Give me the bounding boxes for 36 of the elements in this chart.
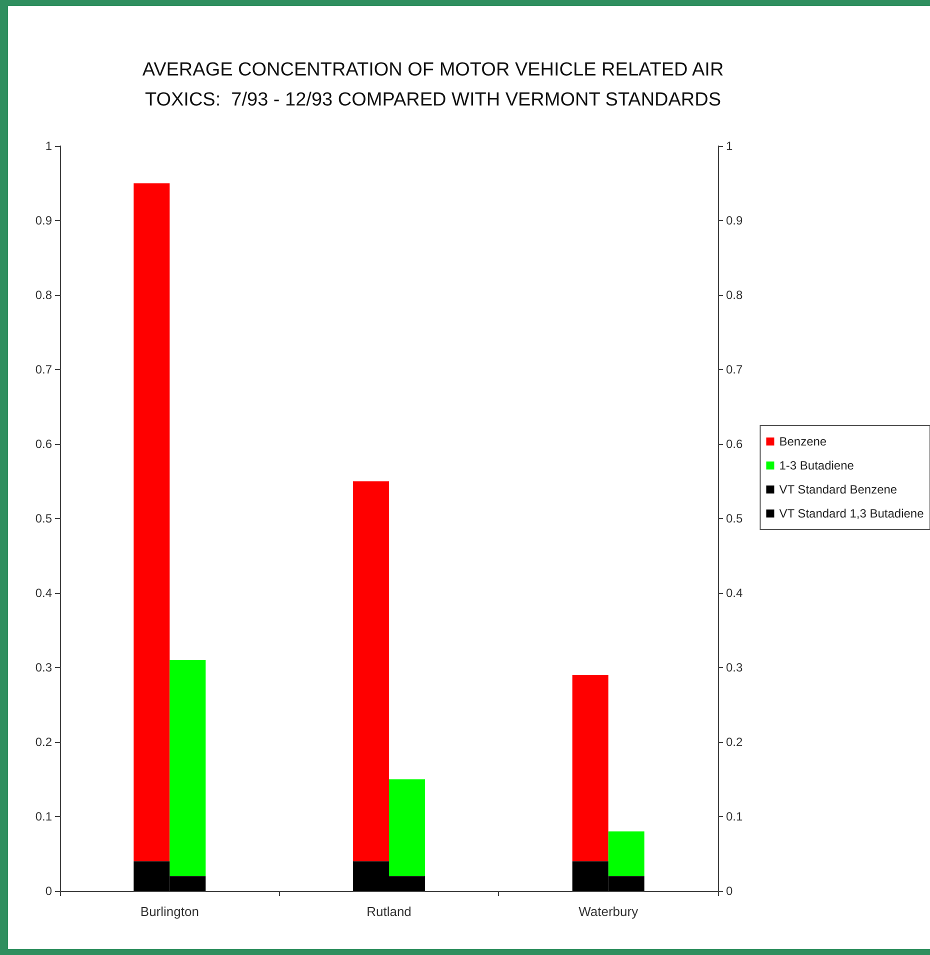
bar <box>170 660 206 876</box>
y-tick-label: 0.4 <box>35 586 52 600</box>
y-tick-label: 0.7 <box>35 362 52 376</box>
bar <box>389 779 425 876</box>
bar <box>572 674 608 862</box>
x-tick-label: Burlington <box>140 904 199 919</box>
y-tick-label: 0.9 <box>35 214 52 228</box>
y-tick-label: 0.5 <box>35 512 52 526</box>
legend-label: Benzene <box>779 434 827 448</box>
y2-tick-label: 0.7 <box>726 362 744 376</box>
y2-tick-label: 0.4 <box>726 586 744 600</box>
y2-tick-label: 0.9 <box>726 214 744 228</box>
x-tick-label: Rutland <box>366 904 412 919</box>
y2-tick-label: 0.6 <box>726 437 744 451</box>
y-tick-label: 0.2 <box>35 735 52 749</box>
y-tick-label: 0.8 <box>35 288 52 302</box>
y-tick-label: 1 <box>45 139 52 153</box>
y2-tick-label: 1 <box>726 139 733 153</box>
bar <box>134 183 170 862</box>
bar <box>608 831 644 876</box>
y2-tick-label: 0.3 <box>726 660 744 674</box>
y-tick-label: 0.3 <box>35 660 52 674</box>
bar <box>353 481 389 862</box>
chart-title: AVERAGE CONCENTRATION OF MOTOR VEHICLE RELATED AIR TOXICS: 7/93 - 12/93 COMPARED WITH VERMONT STANDARDS <box>142 60 724 110</box>
y2-tick-label: 0 <box>726 884 733 898</box>
y-tick-label: 0.1 <box>35 810 52 824</box>
y-tick-label: 0.6 <box>35 437 52 451</box>
y2-tick-label: 0.1 <box>726 810 744 824</box>
legend-label: 1-3 Butadiene <box>779 458 854 472</box>
legend-label: VT Standard Benzene <box>779 482 898 496</box>
y-tick-label: 0 <box>45 884 52 898</box>
y2-tick-label: 0.2 <box>726 735 744 749</box>
legend-label: VT Standard 1,3 Butadiene <box>779 506 924 520</box>
x-tick-label: Waterbury <box>578 904 639 919</box>
y2-tick-label: 0.5 <box>726 512 744 526</box>
y2-tick-label: 0.8 <box>726 288 744 302</box>
